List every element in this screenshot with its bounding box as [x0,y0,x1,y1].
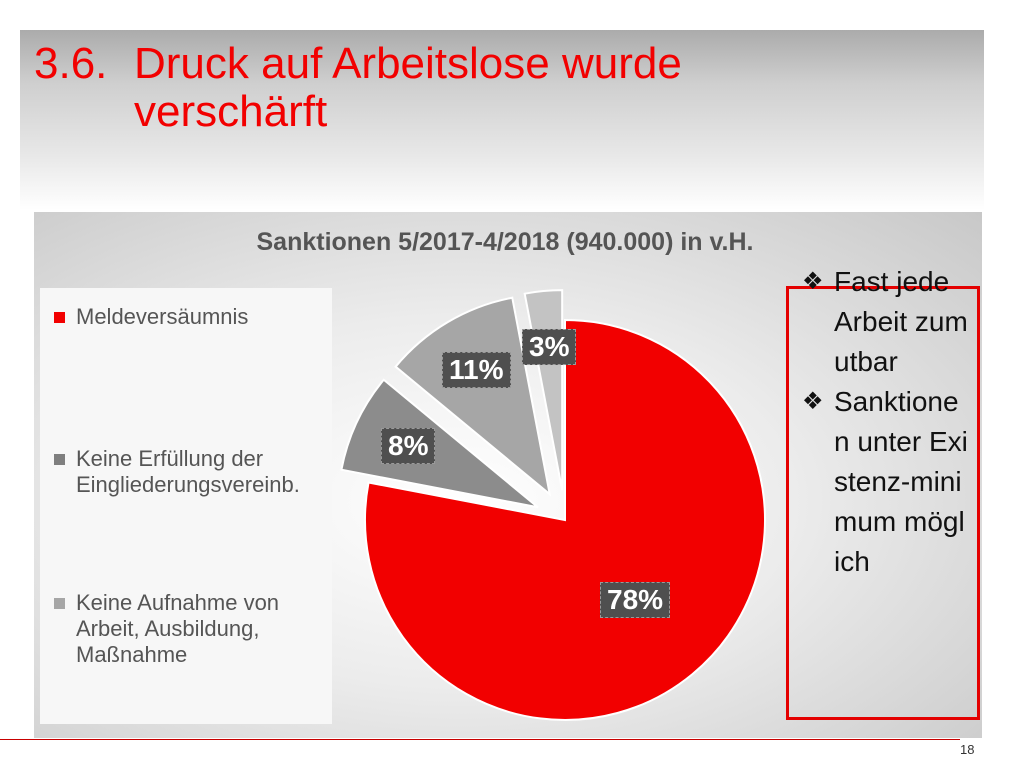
bullet-list: ❖ Fast jede Arbeit zumutbar ❖ Sanktionen… [800,262,980,582]
diamond-bullet-icon: ❖ [802,388,824,415]
legend-item-2: Keine Erfüllung der Eingliederungsverein… [54,446,330,498]
data-label-1: 78% [600,582,671,618]
data-label-4: 3% [522,329,577,365]
pie-slice-1 [364,318,766,721]
bottom-rule [0,739,960,740]
pie-slice-3 [394,296,552,497]
legend-text-2: Keine Erfüllung der Eingliederungsverein… [76,446,300,497]
bullet-item-2: ❖ Sanktionen unter Existenz-minimum mögl… [800,382,980,582]
legend-swatch-1 [54,312,65,323]
slide-title: 3.6. Druck auf Arbeitslose wurde verschär… [34,40,934,136]
title-line-1: Druck auf Arbeitslose wurde [134,39,682,88]
bullet-text-2: Sanktionen unter Existenz-minimum möglic… [834,386,968,577]
diamond-bullet-icon: ❖ [802,268,824,295]
legend-text-1: Meldeversäumnis [76,304,249,329]
data-label-3: 11% [442,352,511,388]
legend-item-3: Keine Aufnahme von Arbeit, Ausbildung, M… [54,590,330,668]
legend-swatch-2 [54,454,65,465]
page-number: 18 [960,742,975,757]
highlight-box [786,286,980,720]
legend-text-3: Keine Aufnahme von Arbeit, Ausbildung, M… [76,590,280,667]
pie-slice-2 [340,378,539,509]
chart-legend: Meldeversäumnis Keine Erfüllung der Eing… [40,288,332,724]
bullet-item-1: ❖ Fast jede Arbeit zumutbar [800,262,980,382]
data-label-2: 8% [381,428,436,464]
chart-title: Sanktionen 5/2017-4/2018 (940.000) in v.… [256,228,754,256]
legend-swatch-3 [54,598,65,609]
header-band [20,30,984,210]
legend-item-1: Meldeversäumnis [54,304,330,330]
title-line-2: verschärft [134,87,328,136]
bullet-text-1: Fast jede Arbeit zumutbar [834,266,968,377]
title-number: 3.6. [34,39,108,88]
